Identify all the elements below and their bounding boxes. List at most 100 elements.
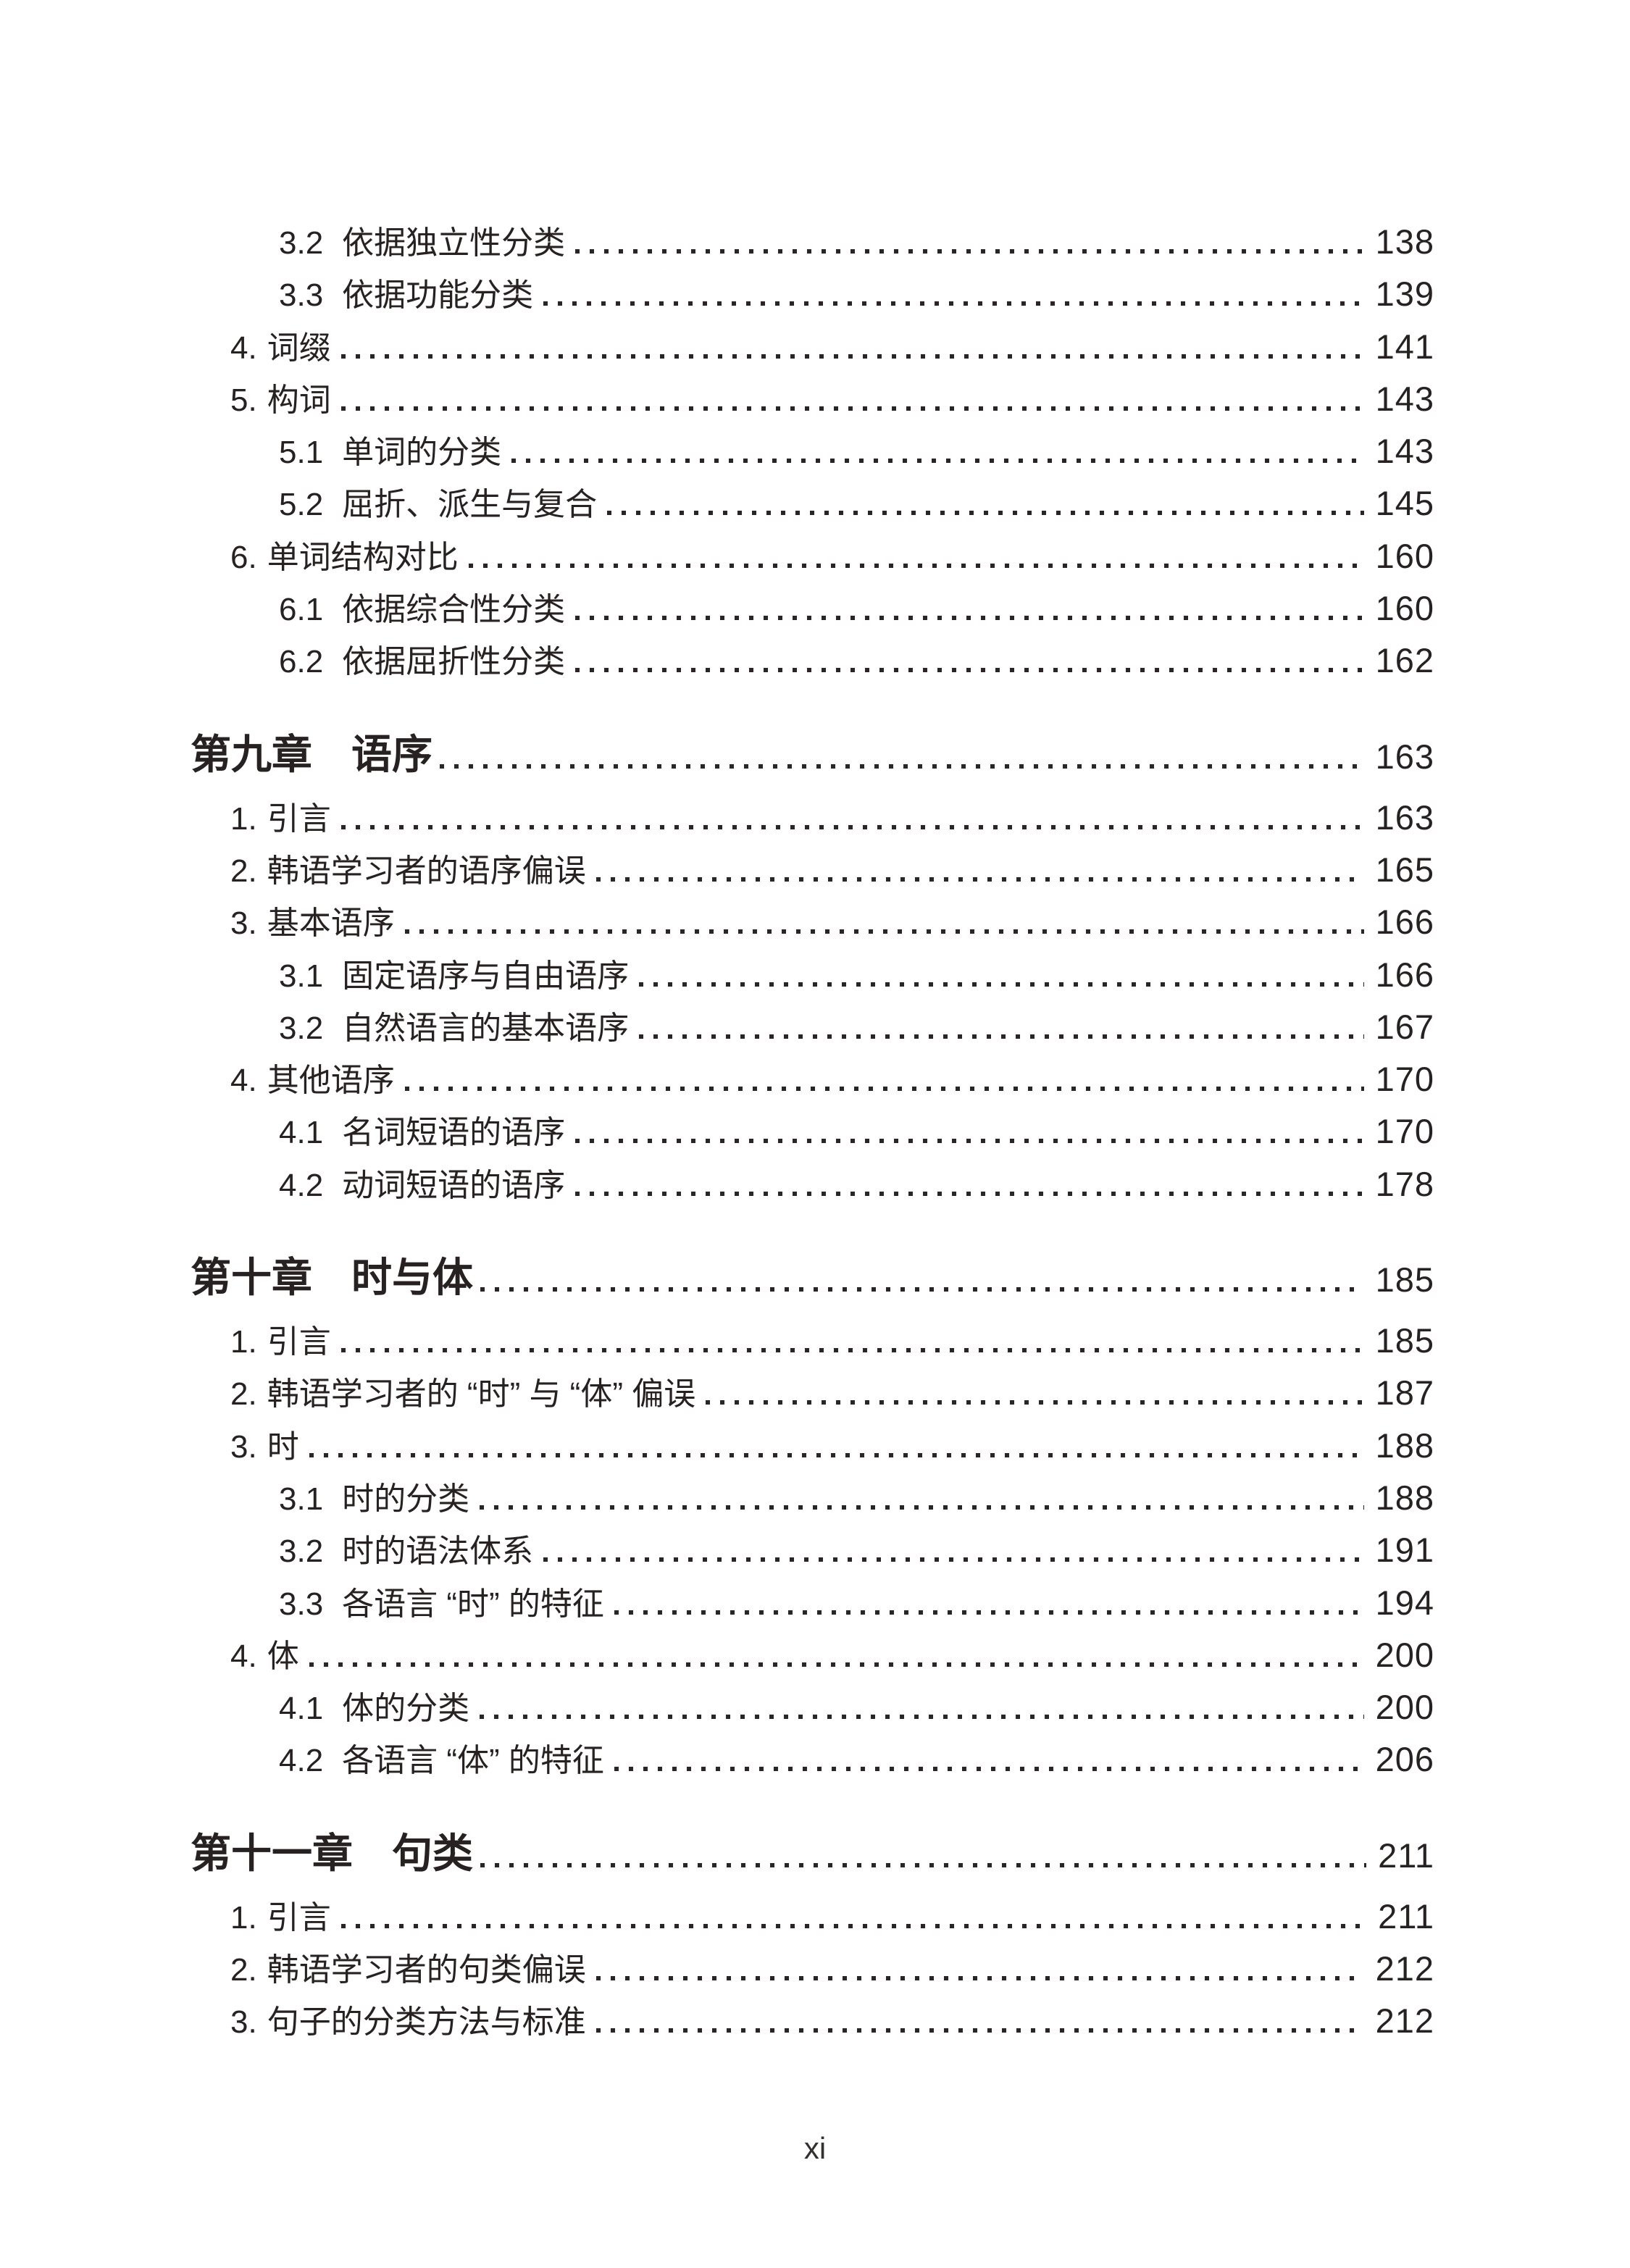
toc-entry-title: 句子的分类方法与标准 — [267, 2004, 586, 2041]
toc-entry-page: 143 — [1375, 379, 1434, 418]
toc-entry-number: 3. — [230, 2004, 257, 2041]
dot-leader — [511, 459, 1364, 464]
toc-entry-title: 构词 — [267, 382, 331, 418]
toc-entry: 3. 基本语序 166 — [191, 896, 1434, 948]
toc-entry-number: 1. — [230, 800, 257, 837]
toc-entry-title: 自然语言的基本语序 — [342, 1010, 630, 1046]
toc-entry-page: 166 — [1375, 903, 1434, 942]
dot-leader — [404, 1087, 1364, 1092]
toc-chapter-title: 语序 — [351, 732, 432, 778]
toc-entry-title: 引言 — [267, 1899, 331, 1936]
toc-entry-title: 时 — [267, 1428, 299, 1465]
toc-entry-title: 时的语法体系 — [342, 1533, 534, 1570]
toc-entry-number: 3.3 — [279, 277, 324, 314]
toc-entry: 4. 其他语序 170 — [191, 1053, 1434, 1105]
dot-leader — [543, 1557, 1364, 1562]
dot-leader — [575, 616, 1364, 621]
toc-entry-title: 引言 — [267, 800, 331, 837]
toc-entry-title: 引言 — [267, 1324, 331, 1360]
dot-leader — [340, 824, 1364, 829]
toc-entry: 4.2 动词短语的语序 178 — [191, 1158, 1434, 1210]
toc-entry-number: 3.2 — [279, 1010, 324, 1046]
toc-entry-page: 143 — [1375, 432, 1434, 471]
dot-leader — [575, 1191, 1364, 1196]
toc-entry-title: 词缀 — [267, 330, 331, 366]
dot-leader — [340, 1348, 1364, 1353]
dot-leader — [340, 1923, 1367, 1928]
toc-entry-title: 依据屈折性分类 — [342, 644, 566, 680]
toc-entry-page: 145 — [1375, 484, 1434, 523]
toc-chapter: 第十一章 句类 211 — [191, 1818, 1434, 1891]
toc-entry-page: 165 — [1375, 850, 1434, 889]
dot-leader — [404, 929, 1364, 934]
toc-entry-number: 2. — [230, 1376, 257, 1413]
toc-entry-number: 4.1 — [279, 1115, 324, 1151]
toc-entry-title: 固定语序与自由语序 — [342, 958, 630, 994]
toc-entry-page: 138 — [1375, 222, 1434, 261]
toc-entry: 3.2 时的语法体系 191 — [191, 1524, 1434, 1576]
toc-chapter-title: 句类 — [392, 1831, 473, 1877]
footer: xi — [0, 2131, 1630, 2166]
toc-entry: 2. 韩语学习者的 “时” 与 “体” 偏误 187 — [191, 1367, 1434, 1419]
toc-entry: 3.1 时的分类 188 — [191, 1472, 1434, 1524]
toc-entry-page: 188 — [1375, 1426, 1434, 1465]
toc-entry-page: 211 — [1378, 1896, 1434, 1936]
toc-entry: 6.1 依据综合性分类 160 — [191, 582, 1434, 635]
toc-entry-title: 动词短语的语序 — [342, 1167, 566, 1203]
toc-entry: 6. 单词结构对比 160 — [191, 530, 1434, 582]
toc-entry-page: 167 — [1375, 1007, 1434, 1046]
toc-entry-title: 依据独立性分类 — [342, 225, 566, 261]
toc-entry-number: 3.3 — [279, 1586, 324, 1622]
toc-entry-page: 162 — [1375, 641, 1434, 680]
dot-leader — [480, 1862, 1367, 1867]
dot-leader — [480, 1287, 1364, 1292]
dot-leader — [468, 563, 1364, 568]
dot-leader — [614, 1610, 1364, 1615]
toc-entry-number: 4. — [230, 330, 257, 366]
toc-entry-title: 名词短语的语序 — [342, 1115, 566, 1151]
dot-leader — [340, 353, 1364, 359]
toc-chapter-page: 211 — [1378, 1836, 1434, 1875]
toc-entry-title: 韩语学习者的语序偏误 — [267, 853, 586, 889]
dot-leader — [595, 876, 1364, 882]
toc-entry-title: 韩语学习者的句类偏误 — [267, 1952, 586, 1988]
toc-entry-number: 1. — [230, 1899, 257, 1936]
toc-entry: 5. 构词 143 — [191, 373, 1434, 425]
toc-entry-page: 170 — [1375, 1112, 1434, 1151]
toc-entry-title: 各语言 “体” 的特征 — [342, 1743, 604, 1779]
toc-entry-page: 141 — [1375, 327, 1434, 366]
toc-entry: 3.1 固定语序与自由语序 166 — [191, 949, 1434, 1001]
toc-entry-page: 163 — [1375, 798, 1434, 837]
toc-entry-title: 依据综合性分类 — [342, 592, 566, 628]
toc-entry-number: 6.1 — [279, 592, 324, 628]
toc-entry-number: 2. — [230, 853, 257, 889]
toc-entry-page: 188 — [1375, 1478, 1434, 1517]
dot-leader — [575, 668, 1364, 673]
toc-entry-page: 160 — [1375, 589, 1434, 628]
toc-entry-number: 1. — [230, 1324, 257, 1360]
toc-entry-number: 4.1 — [279, 1691, 324, 1727]
toc-entry-number: 3. — [230, 1428, 257, 1465]
toc-entry-page: 187 — [1375, 1373, 1434, 1413]
toc-entry-number: 4.2 — [279, 1167, 324, 1203]
toc-chapter-number: 第九章 — [191, 732, 312, 778]
toc-entry-title: 韩语学习者的 “时” 与 “体” 偏误 — [267, 1376, 696, 1413]
toc-entry-page: 185 — [1375, 1321, 1434, 1360]
toc-entry-page: 170 — [1375, 1060, 1434, 1099]
toc-entry-number: 2. — [230, 1952, 257, 1988]
toc-entry: 1. 引言 185 — [191, 1315, 1434, 1367]
toc-chapter-page: 185 — [1375, 1260, 1434, 1300]
toc-entry: 3.3 各语言 “时” 的特征 194 — [191, 1577, 1434, 1629]
dot-leader — [595, 2028, 1364, 2033]
dot-leader — [440, 763, 1364, 769]
toc-entry-title: 体的分类 — [342, 1691, 470, 1727]
dot-leader — [309, 1452, 1364, 1457]
toc-entry-page: 191 — [1375, 1531, 1434, 1570]
toc-entry-title: 体 — [267, 1638, 299, 1674]
toc-entry-page: 160 — [1375, 536, 1434, 575]
toc-entry: 4. 体 200 — [191, 1629, 1434, 1681]
toc-entry-page: 194 — [1375, 1583, 1434, 1622]
toc-entry: 4. 词缀 141 — [191, 321, 1434, 373]
toc-entry: 2. 韩语学习者的语序偏误 165 — [191, 844, 1434, 896]
dot-leader — [639, 982, 1364, 987]
